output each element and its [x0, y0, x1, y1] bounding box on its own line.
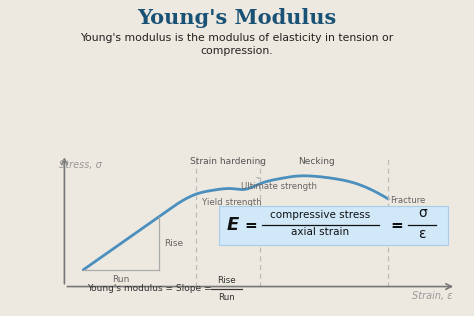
Text: Ultimate strength: Ultimate strength [241, 178, 318, 191]
Text: Young's modulus is the modulus of elasticity in tension or
compression.: Young's modulus is the modulus of elasti… [81, 33, 393, 56]
Text: Young's Modulus: Young's Modulus [137, 8, 337, 28]
Text: σ: σ [418, 206, 427, 220]
Text: Yield strength: Yield strength [202, 198, 262, 207]
Text: Rise: Rise [164, 239, 183, 248]
Text: Strain hardening: Strain hardening [190, 156, 266, 166]
Text: ε: ε [419, 227, 426, 241]
Text: axial strain: axial strain [292, 227, 349, 237]
Text: compressive stress: compressive stress [270, 210, 371, 220]
Text: E: E [227, 216, 239, 234]
Text: Run: Run [112, 275, 129, 284]
Text: =: = [244, 218, 257, 233]
Text: Run: Run [218, 293, 235, 301]
Text: Stress, σ: Stress, σ [59, 160, 101, 170]
Text: Rise: Rise [217, 276, 236, 285]
Text: Fracture: Fracture [390, 196, 426, 205]
Text: Necking: Necking [298, 156, 335, 166]
FancyBboxPatch shape [219, 206, 448, 245]
Text: Strain, ε: Strain, ε [412, 291, 452, 301]
Text: Young's modulus = Slope =: Young's modulus = Slope = [87, 284, 214, 293]
Text: =: = [390, 218, 403, 233]
